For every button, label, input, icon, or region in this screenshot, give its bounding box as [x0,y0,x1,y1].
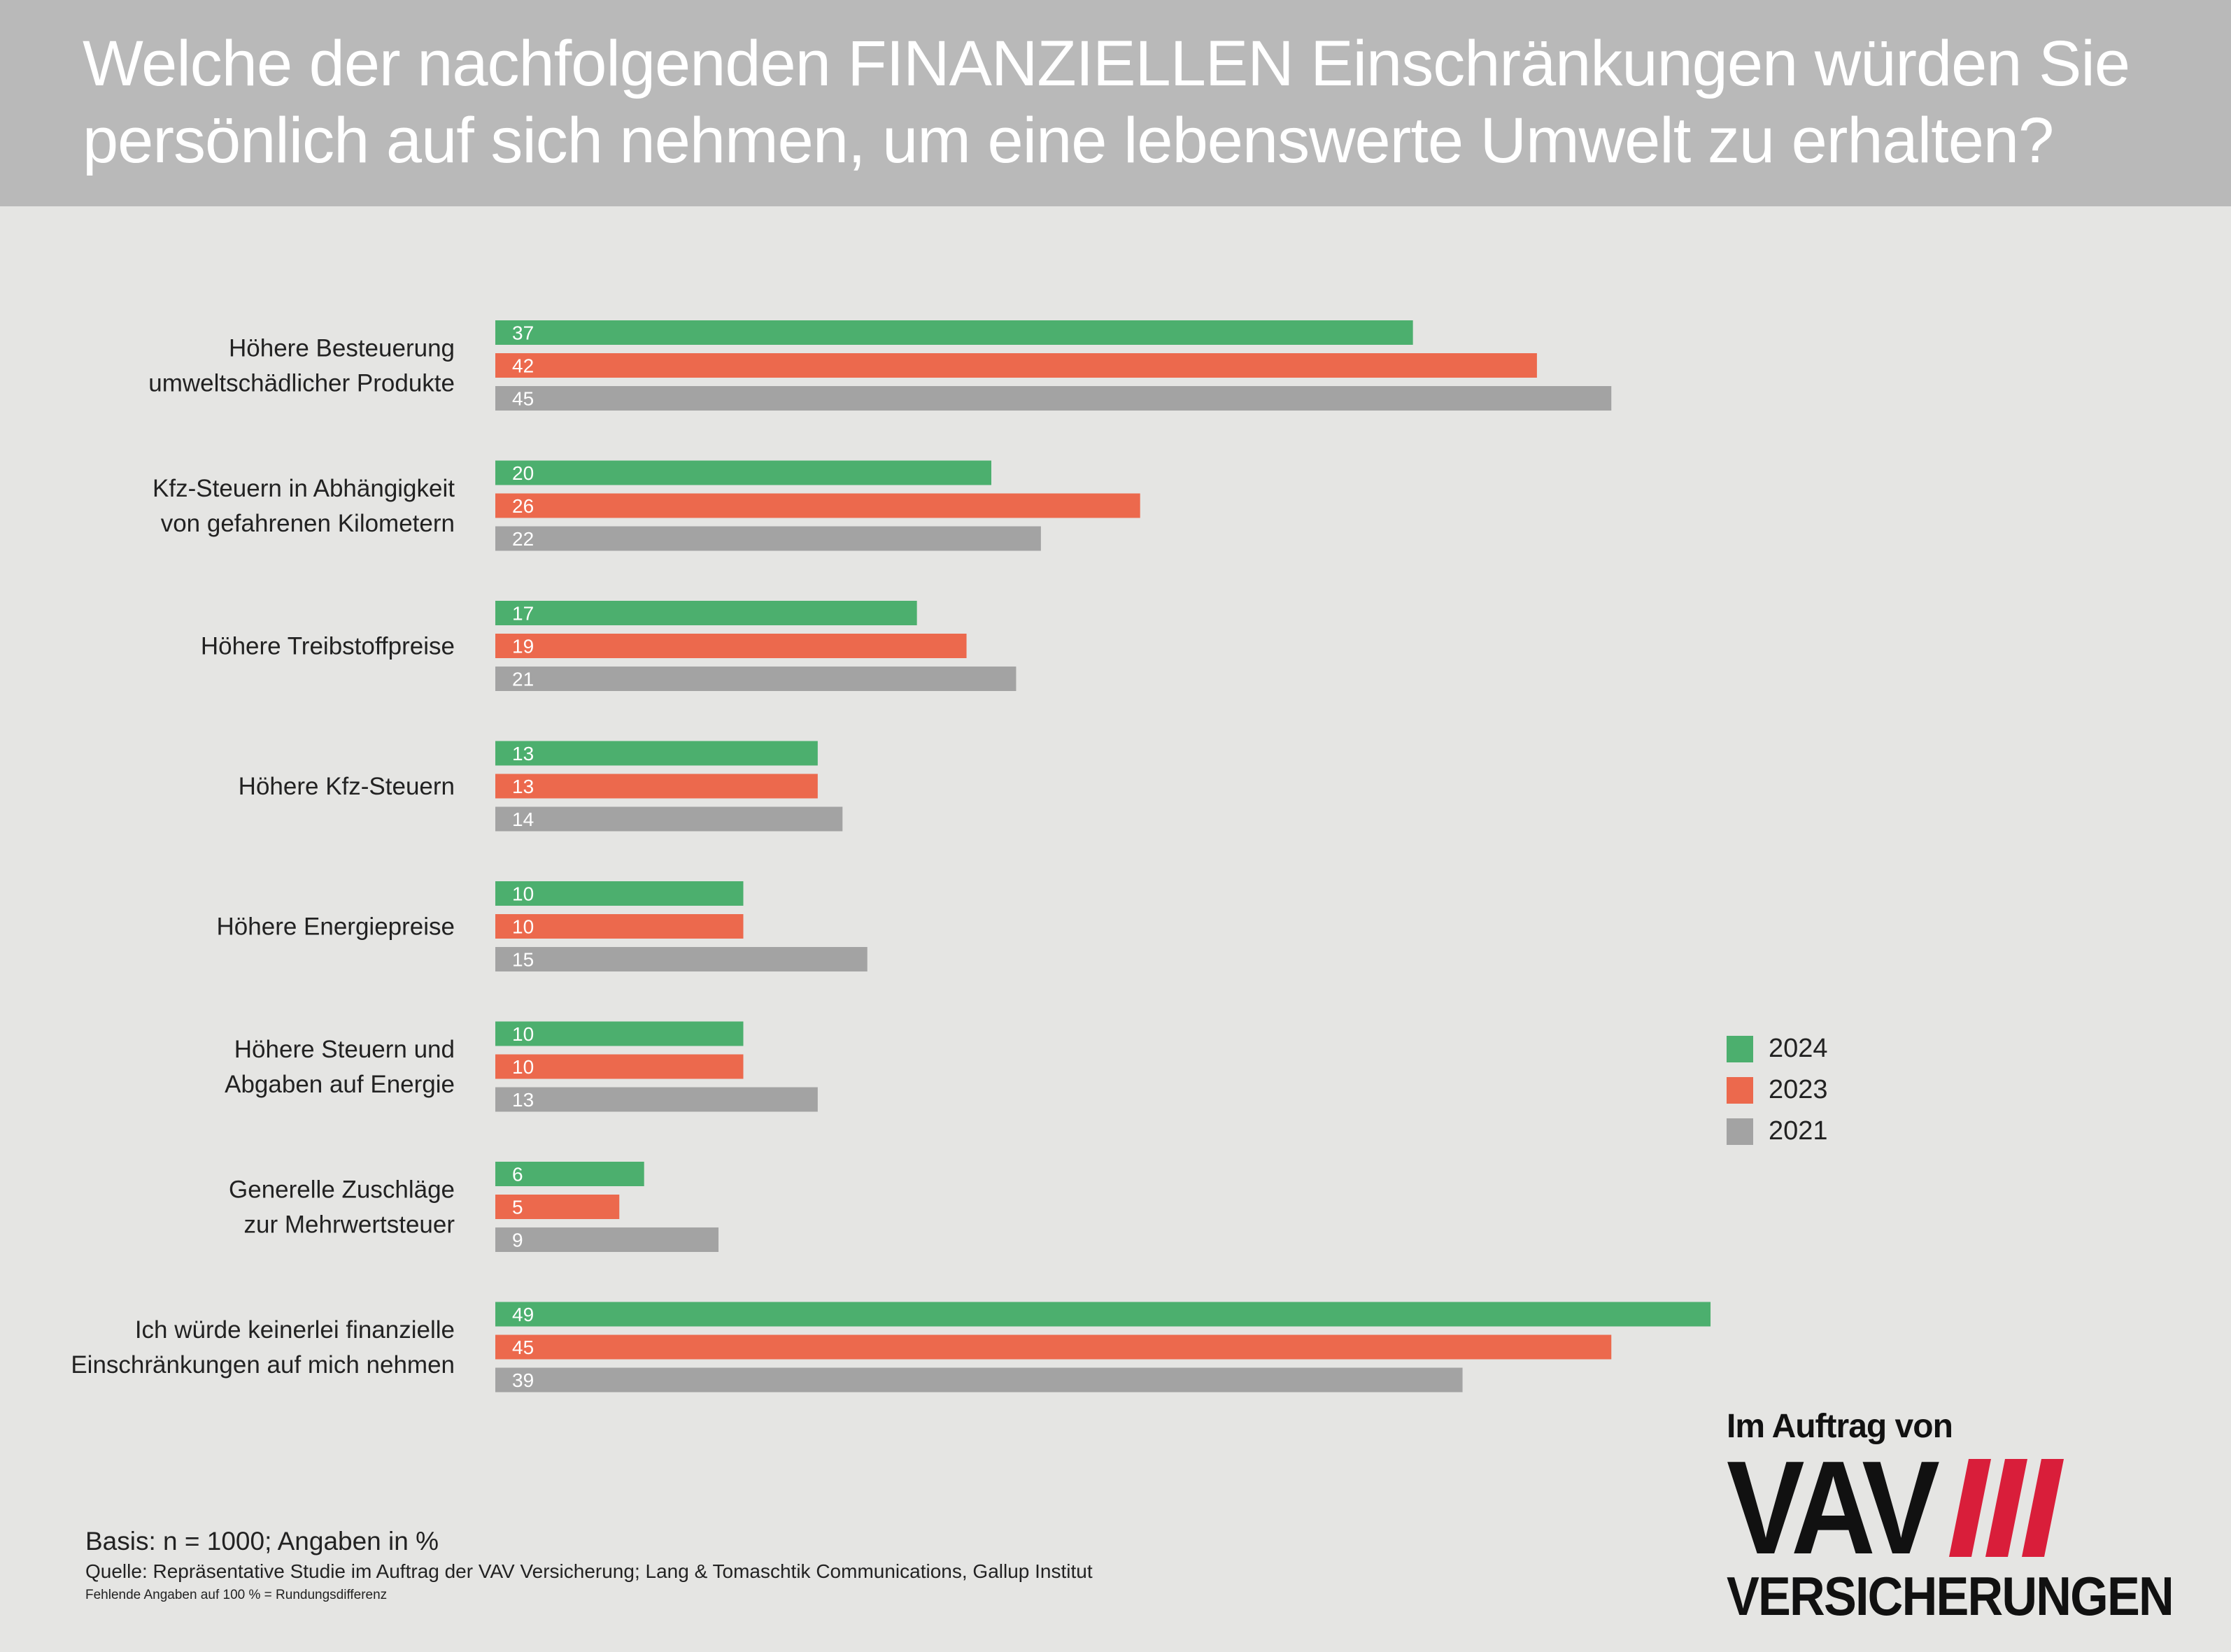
category-label: Generelle Zuschläge zur Mehrwertsteuer [229,1176,455,1239]
bar-2021 [495,526,1041,551]
bar-2021 [495,1367,1463,1393]
bar-2021 [495,386,1612,411]
bar-2021 [495,667,1017,691]
legend-item-2023: 2023 [1727,1069,1828,1111]
category-label: Höhere Energiepreise [217,913,455,941]
bar-2024 [495,320,1413,345]
legend-label-2023: 2023 [1769,1075,1828,1104]
source-note: Quelle: Repräsentative Studie im Auftrag… [85,1560,1093,1582]
bar-value-label: 45 [512,1337,534,1358]
bar-2024 [495,460,991,485]
bar-value-label: 21 [512,669,534,690]
bar-2024 [495,1302,1711,1327]
legend-label-2024: 2024 [1769,1034,1828,1063]
rounding-footnote: Fehlende Angaben auf 100 % = Rundungsdif… [85,1588,388,1602]
category-label: Ich würde keinerlei finanzielle Einschrän… [71,1316,455,1379]
bar-2023 [495,353,1537,378]
bar-value-label: 13 [512,776,534,797]
bar-2023 [495,1334,1612,1360]
bar-2023 [495,634,967,658]
legend: 2024 2023 2021 [1727,1028,1828,1152]
bar-value-label: 42 [512,355,534,377]
bar-value-label: 22 [512,528,534,550]
logo-stripes-icon [1949,1459,2064,1557]
legend-item-2024: 2024 [1727,1028,1828,1069]
category-label: Höhere Besteuerung umweltschädlicher Prod… [148,335,455,397]
bar-value-label: 10 [512,883,534,905]
logo-brand-text: VAV [1727,1434,1940,1582]
bar-value-label: 37 [512,322,534,344]
bar-value-label: 10 [512,916,534,938]
bar-2021 [495,947,867,971]
bar-value-label: 5 [512,1197,523,1218]
legend-swatch-2024 [1727,1035,1753,1062]
bar-value-label: 6 [512,1164,523,1185]
bar-value-label: 10 [512,1056,534,1078]
category-label: Kfz-Steuern in Abhängigkeit von gefahrene… [153,475,455,537]
vav-logo: Im Auftrag von VAV VERSICHERUNGEN [1727,1407,2188,1625]
bar-value-label: 13 [512,1089,534,1111]
bar-2024 [495,741,818,766]
footer-notes: Basis: n = 1000; Angaben in % Quelle: Re… [85,1525,1093,1606]
bar-2023 [495,914,744,939]
bar-value-label: 10 [512,1023,534,1045]
bar-2023 [495,774,818,799]
bar-2024 [495,881,744,906]
category-label: Höhere Steuern und Abgaben auf Energie [225,1036,455,1098]
bar-value-label: 9 [512,1230,523,1251]
category-label: Höhere Treibstoffpreise [201,633,455,660]
bar-2021 [495,806,843,832]
bar-2024 [495,601,917,625]
bar-value-label: 20 [512,462,534,484]
bar-2023 [495,1195,620,1219]
bar-2021 [495,1227,719,1252]
bar-value-label: 26 [512,495,534,517]
bar-value-label: 19 [512,636,534,657]
bar-value-label: 49 [512,1304,534,1325]
bar-value-label: 13 [512,743,534,764]
bar-value-label: 17 [512,603,534,625]
bar-2024 [495,1021,744,1046]
category-label: Höhere Kfz-Steuern [239,773,455,800]
logo-commission-text: Im Auftrag von [1727,1408,1953,1445]
bar-2023 [495,1054,744,1079]
bar-value-label: 14 [512,809,534,830]
legend-swatch-2021 [1727,1118,1753,1145]
chart-title: Welche der nachfolgenden FINANZIELLEN Ei… [83,28,2130,176]
legend-label-2021: 2021 [1769,1116,1828,1146]
logo-subtitle-text: VERSICHERUNGEN [1727,1565,2174,1627]
header-bar: Welche der nachfolgenden FINANZIELLEN Ei… [0,0,2231,206]
bar-2021 [495,1087,818,1112]
bar-value-label: 39 [512,1369,534,1391]
bar-value-label: 15 [512,949,534,971]
legend-swatch-2023 [1727,1076,1753,1104]
logo-wordmark: VAV [1727,1434,2188,1582]
bar-2023 [495,493,1140,518]
bar-value-label: 45 [512,388,534,410]
legend-item-2021: 2021 [1727,1111,1828,1152]
basis-note: Basis: n = 1000; Angaben in % [85,1527,439,1555]
bar-2024 [495,1162,644,1186]
